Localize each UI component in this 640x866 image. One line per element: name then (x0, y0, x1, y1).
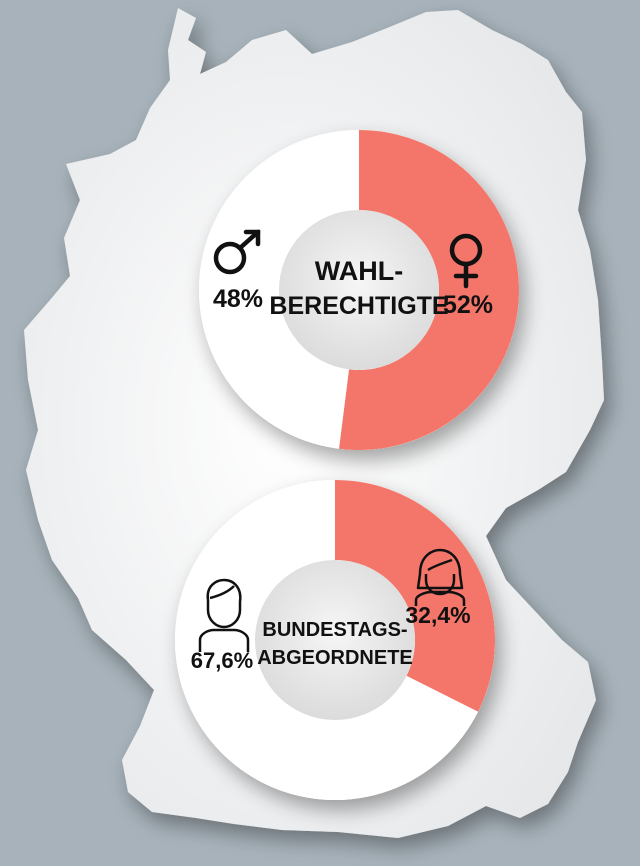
male-symbol-icon (213, 229, 261, 275)
male-percent-label: 48% (213, 285, 263, 313)
chart-title-line-2: BERECHTIGTE (269, 292, 448, 320)
woman-avatar-icon (414, 548, 466, 606)
chart-title-line-2: ABGEORDNETE (257, 647, 413, 669)
donut-hole (279, 210, 439, 370)
male-percent-label: 67,6% (191, 648, 253, 673)
male-slice (198, 130, 359, 449)
female-slice (335, 480, 496, 712)
female-percent-label: 52% (443, 291, 493, 319)
eligible-voters-donut: WAHL- BERECHTIGTE 48% 52% (198, 130, 519, 450)
man-avatar-icon (198, 578, 250, 652)
male-slice (175, 480, 479, 801)
chart-title-line-1: WAHL- (315, 256, 403, 286)
chart-title-line-1: BUNDESTAGS- (262, 619, 407, 641)
female-percent-label: 32,4% (405, 602, 470, 628)
bundestag-members-donut: BUNDESTAGS- ABGEORDNETE 67,6% 32,4% (175, 480, 496, 801)
donut-hole (255, 560, 415, 720)
female-symbol-icon (449, 233, 483, 289)
female-slice (338, 130, 519, 450)
